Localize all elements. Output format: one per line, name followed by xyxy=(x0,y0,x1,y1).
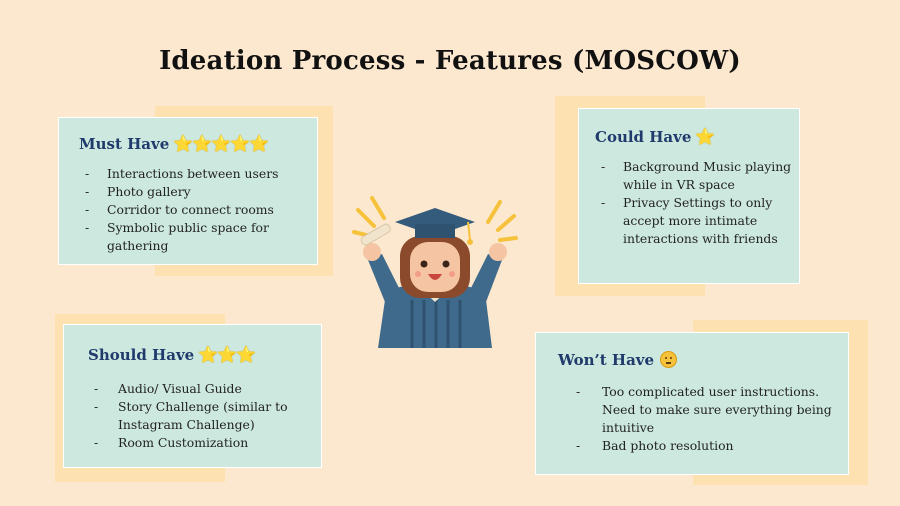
list-item: Room Customization xyxy=(88,434,321,452)
wont-have-title: Won’t Have xyxy=(558,351,655,369)
list-item: Privacy Settings to only accept more int… xyxy=(595,194,799,248)
list-item: Audio/ Visual Guide xyxy=(88,380,321,398)
list-item: Interactions between users xyxy=(79,165,317,183)
should-have-heading: Should Have ⭐⭐⭐ xyxy=(88,345,321,364)
must-have-heading: Must Have ⭐⭐⭐⭐⭐ xyxy=(79,134,317,153)
wont-have-heading: Won’t Have xyxy=(558,351,848,369)
one-star-icon: ⭐ xyxy=(695,127,715,146)
must-have-list: Interactions between users Photo gallery… xyxy=(79,165,317,255)
list-item: Story Challenge (similar to Instagram Ch… xyxy=(88,398,321,434)
should-have-list: Audio/ Visual Guide Story Challenge (sim… xyxy=(88,380,321,452)
wont-have-card: Won’t Have Too complicated user instruct… xyxy=(535,332,849,475)
list-item: Bad photo resolution xyxy=(558,437,848,455)
list-item: Photo gallery xyxy=(79,183,317,201)
must-have-title: Must Have xyxy=(79,135,170,153)
three-stars-icon: ⭐⭐⭐ xyxy=(198,345,256,364)
wont-have-list: Too complicated user instructions. Need … xyxy=(558,383,848,455)
should-have-title: Should Have xyxy=(88,346,195,364)
graduate-celebrating-icon xyxy=(352,196,518,348)
list-item: Background Music playing while in VR spa… xyxy=(595,158,799,194)
thinking-face-icon xyxy=(660,351,678,368)
could-have-card: Could Have⭐ Background Music playing whi… xyxy=(578,108,800,284)
could-have-heading: Could Have ⭐ xyxy=(595,127,799,146)
could-have-list: Background Music playing while in VR spa… xyxy=(595,158,799,248)
must-have-card: Must Have⭐⭐⭐⭐⭐ Interactions between user… xyxy=(58,117,318,265)
five-stars-icon: ⭐⭐⭐⭐⭐ xyxy=(173,134,269,153)
list-item: Too complicated user instructions. Need … xyxy=(558,383,848,437)
list-item: Corridor to connect rooms xyxy=(79,201,317,219)
should-have-card: Should Have⭐⭐⭐ Audio/ Visual Guide Story… xyxy=(63,324,322,468)
could-have-title: Could Have xyxy=(595,128,692,146)
page-title: Ideation Process - Features (MOSCOW) xyxy=(159,46,741,76)
list-item: Symbolic public space for gathering xyxy=(79,219,317,255)
